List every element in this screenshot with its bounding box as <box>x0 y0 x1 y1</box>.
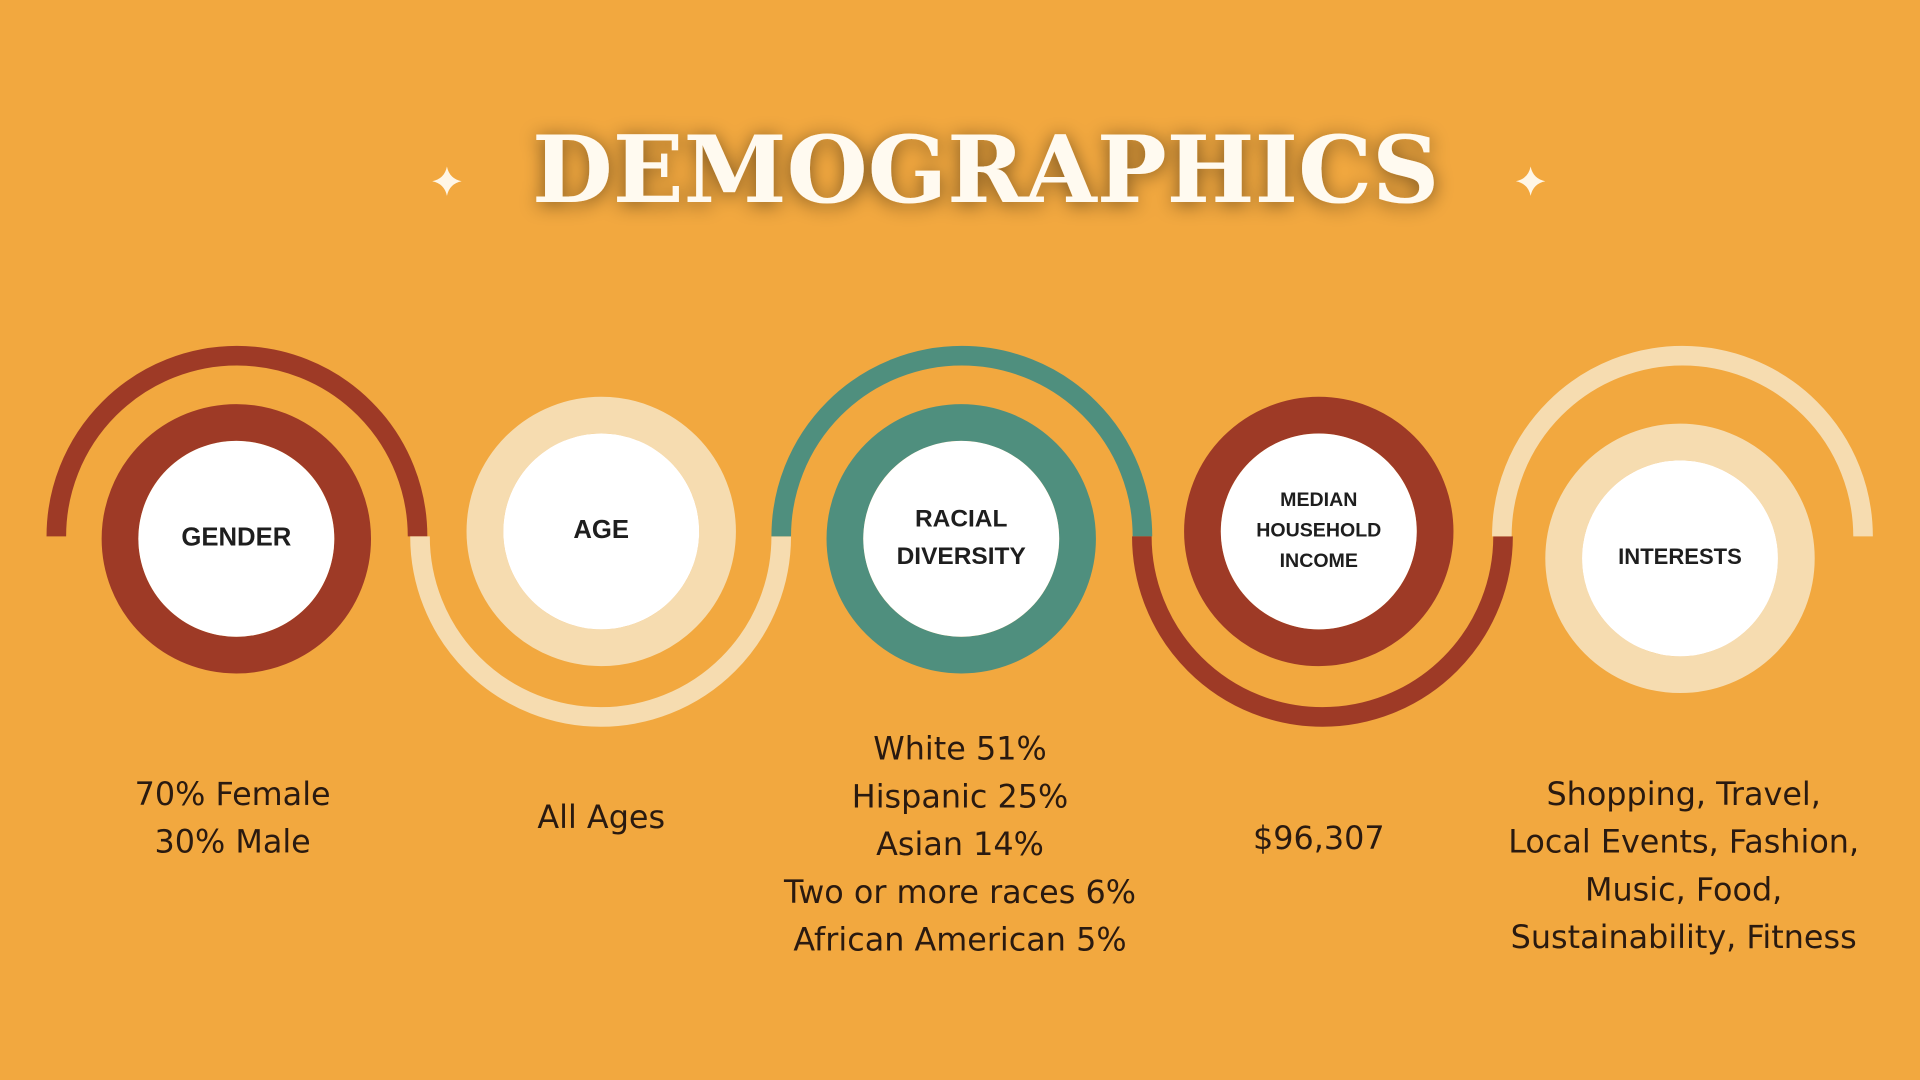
item-detail: Music, Food, <box>1585 870 1782 908</box>
ring <box>101 404 372 674</box>
connector-arc <box>1132 536 1513 727</box>
ring <box>1545 423 1815 694</box>
connector-arc <box>1492 346 1873 537</box>
item-label: AGE <box>573 516 629 544</box>
ring <box>826 404 1096 674</box>
item-detail: White 51% <box>873 730 1046 768</box>
item-detail: Shopping, Travel, <box>1546 775 1820 813</box>
item-detail: 30% Male <box>155 823 311 861</box>
connector-arc <box>410 536 792 727</box>
inner-circle <box>1582 460 1778 657</box>
item-detail: 70% Female <box>135 775 331 813</box>
connector-arc <box>771 346 1153 537</box>
ring <box>466 396 736 667</box>
item-detail: All Ages <box>537 798 665 836</box>
sparkle <box>1515 166 1546 196</box>
item-label: DIVERSITY <box>897 543 1026 570</box>
item-label: INCOME <box>1280 550 1358 572</box>
item-detail: Local Events, Fashion, <box>1508 823 1859 861</box>
item-detail: Hispanic 25% <box>852 777 1068 815</box>
item-detail: $96,307 <box>1253 819 1385 857</box>
item-label: RACIAL <box>915 505 1007 532</box>
item-label: GENDER <box>181 524 291 552</box>
item-detail: Asian 14% <box>876 825 1044 863</box>
inner-circle <box>138 440 335 637</box>
inner-circle <box>1220 433 1417 630</box>
item-detail: African American 5% <box>793 921 1126 959</box>
item-detail: Two or more races 6% <box>783 873 1136 911</box>
inner-circle <box>863 440 1060 637</box>
item-label: HOUSEHOLD <box>1256 520 1381 542</box>
item-label: MEDIAN <box>1280 489 1357 511</box>
inner-circle <box>503 433 700 630</box>
connector-arc <box>46 346 428 537</box>
item-detail: Sustainability, Fitness <box>1511 918 1857 956</box>
ring <box>1184 396 1454 667</box>
item-label: INTERESTS <box>1618 544 1742 569</box>
title: DEMOGRAPHICS <box>532 115 1439 224</box>
sparkle <box>432 166 462 196</box>
